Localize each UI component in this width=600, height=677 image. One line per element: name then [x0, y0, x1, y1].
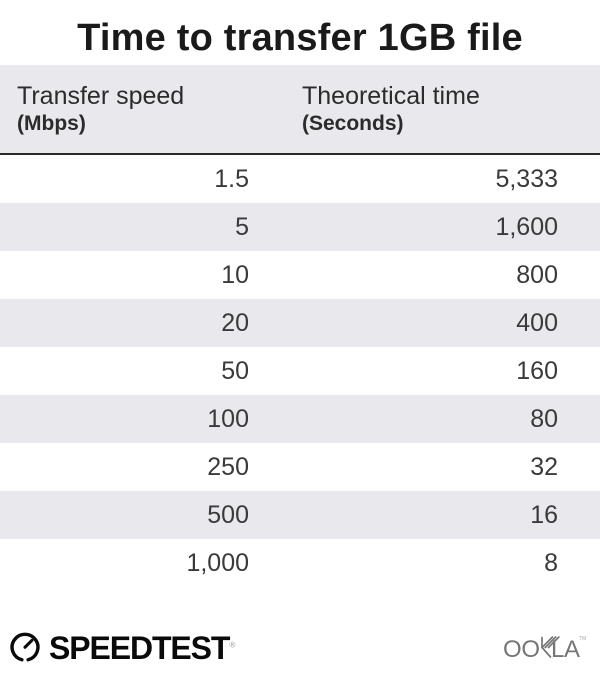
svg-text:OO: OO	[504, 636, 540, 663]
svg-text:LA: LA	[551, 636, 580, 663]
svg-text:TM: TM	[579, 636, 586, 642]
